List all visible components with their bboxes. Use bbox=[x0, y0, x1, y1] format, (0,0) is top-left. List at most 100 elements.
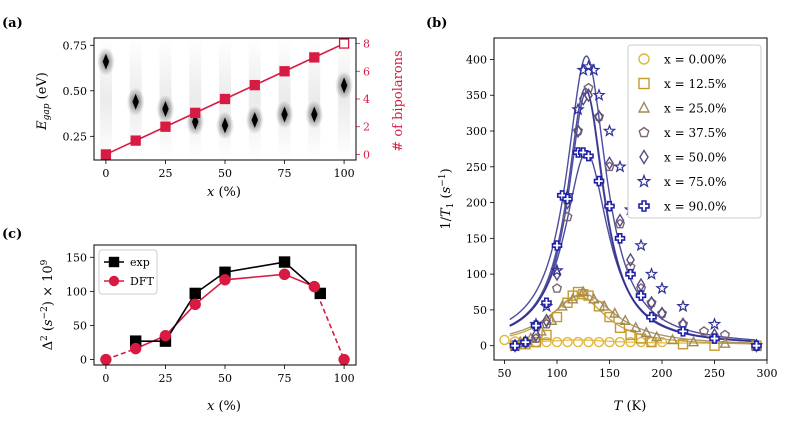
legend-marker bbox=[638, 126, 650, 138]
dft-line-segment bbox=[194, 279, 226, 305]
gap-point bbox=[281, 106, 288, 123]
panel-a-bipolaron-series bbox=[100, 38, 350, 160]
gap-point bbox=[221, 117, 229, 134]
legend-label: x = 50.0% bbox=[664, 151, 727, 165]
bipolaron-point bbox=[338, 38, 350, 49]
dft-point bbox=[100, 353, 112, 366]
panel-b-xtick-label: 200 bbox=[652, 367, 673, 380]
panel-b-xtick-label: 50 bbox=[498, 367, 512, 380]
bipolaron-point bbox=[309, 52, 320, 63]
legend-marker bbox=[108, 256, 120, 268]
data-point bbox=[562, 193, 573, 205]
legend-label: DFT bbox=[130, 275, 154, 288]
panel-a-ylabel: Egap (eV) bbox=[35, 72, 52, 131]
data-point bbox=[635, 290, 647, 301]
data-point bbox=[640, 326, 652, 338]
dft-point bbox=[278, 268, 291, 281]
data-point bbox=[499, 334, 510, 346]
bipolaron-point bbox=[219, 93, 231, 105]
panel-b: 50 100 150 200 250 300 0 50 100 150 200 250 300 350 40… bbox=[438, 37, 778, 414]
legend-label: x = 90.0% bbox=[664, 200, 727, 214]
data-point bbox=[619, 314, 631, 325]
panel-a-label: (a) bbox=[2, 16, 23, 31]
data-point bbox=[625, 329, 636, 341]
legend-box bbox=[627, 44, 762, 219]
gap-smear bbox=[189, 38, 202, 160]
panel-b-xtick-label: 150 bbox=[599, 367, 620, 380]
panel-c-xtick-label: 0 bbox=[102, 372, 109, 385]
data-point bbox=[719, 337, 731, 348]
panel-c-xtick-label: 25 bbox=[158, 372, 172, 385]
data-point bbox=[530, 320, 542, 331]
data-point bbox=[677, 326, 689, 337]
data-point bbox=[535, 324, 547, 336]
data-point bbox=[573, 123, 583, 139]
data-point bbox=[542, 313, 551, 328]
panel-b-ytick-label: 0 bbox=[480, 340, 487, 353]
data-point bbox=[677, 339, 689, 350]
data-point bbox=[687, 335, 700, 347]
data-point bbox=[593, 336, 605, 348]
data-point bbox=[647, 295, 656, 310]
data-point bbox=[656, 336, 668, 348]
panel-b-ytick-label: 150 bbox=[466, 232, 487, 245]
data-point bbox=[604, 161, 615, 172]
data-point bbox=[614, 218, 626, 229]
legend-marker bbox=[639, 149, 649, 165]
data-point bbox=[567, 290, 578, 301]
data-point bbox=[598, 299, 610, 311]
legend-marker bbox=[637, 100, 651, 113]
exp-point bbox=[189, 287, 201, 300]
panel-c-xlabel: x (%) bbox=[207, 399, 241, 414]
gap-point bbox=[102, 53, 110, 70]
data-point bbox=[562, 211, 573, 222]
panel-a-y2label: # of bipolarons bbox=[391, 50, 406, 151]
data-point bbox=[509, 340, 521, 351]
panel-a-y2tick-label: 6 bbox=[363, 65, 370, 78]
panel-b-points bbox=[499, 59, 764, 353]
legend-marker bbox=[638, 53, 650, 65]
data-point bbox=[707, 317, 722, 330]
data-point bbox=[572, 125, 584, 136]
panel-c-xtick-label: 50 bbox=[218, 372, 232, 385]
data-point bbox=[593, 301, 605, 312]
gap-smear bbox=[308, 38, 321, 160]
panel-b-ytick-label: 250 bbox=[466, 161, 487, 174]
panel-a-y2tick-label: 4 bbox=[363, 93, 370, 106]
panel-a-ytick-label: 0.50 bbox=[63, 85, 88, 98]
panel-b-ytick-label: 400 bbox=[466, 53, 487, 66]
panel-c-ytick-label: 0 bbox=[80, 354, 87, 367]
panel-b-ytick-label: 100 bbox=[466, 268, 487, 281]
panel-c-xtick-label: 75 bbox=[278, 372, 292, 385]
data-point bbox=[651, 330, 663, 342]
data-point bbox=[531, 327, 541, 343]
gap-smear bbox=[248, 38, 261, 160]
data-point bbox=[646, 311, 657, 323]
exp-point bbox=[314, 287, 326, 300]
data-point bbox=[634, 238, 648, 252]
data-point bbox=[584, 88, 593, 103]
panel-c-ylabel: Δ2 (s−2) × 109 bbox=[40, 259, 56, 350]
panel-b-axes: 50 100 150 200 250 300 0 50 100 150 200 250 300 350 40… bbox=[466, 53, 778, 380]
data-point bbox=[556, 299, 568, 311]
data-point bbox=[583, 82, 594, 93]
panel-b-xtick-label: 250 bbox=[704, 367, 725, 380]
panel-a-frame bbox=[93, 37, 357, 161]
panel-c-ytick-label: 100 bbox=[66, 285, 87, 298]
legend-label: exp bbox=[130, 256, 150, 269]
panel-a-xtick-label: 25 bbox=[158, 167, 172, 180]
dft-line-segment bbox=[164, 303, 196, 337]
data-point bbox=[541, 336, 552, 348]
data-point bbox=[593, 175, 605, 187]
data-point bbox=[655, 281, 669, 295]
gap-point bbox=[132, 93, 139, 110]
dft-point bbox=[159, 329, 172, 342]
gap-point bbox=[311, 106, 318, 123]
exp-point bbox=[278, 256, 291, 268]
panel-b-ytick-label: 200 bbox=[466, 197, 487, 210]
data-point bbox=[609, 307, 621, 318]
data-point bbox=[698, 326, 710, 336]
gap-point bbox=[251, 111, 258, 128]
data-point bbox=[541, 297, 552, 309]
